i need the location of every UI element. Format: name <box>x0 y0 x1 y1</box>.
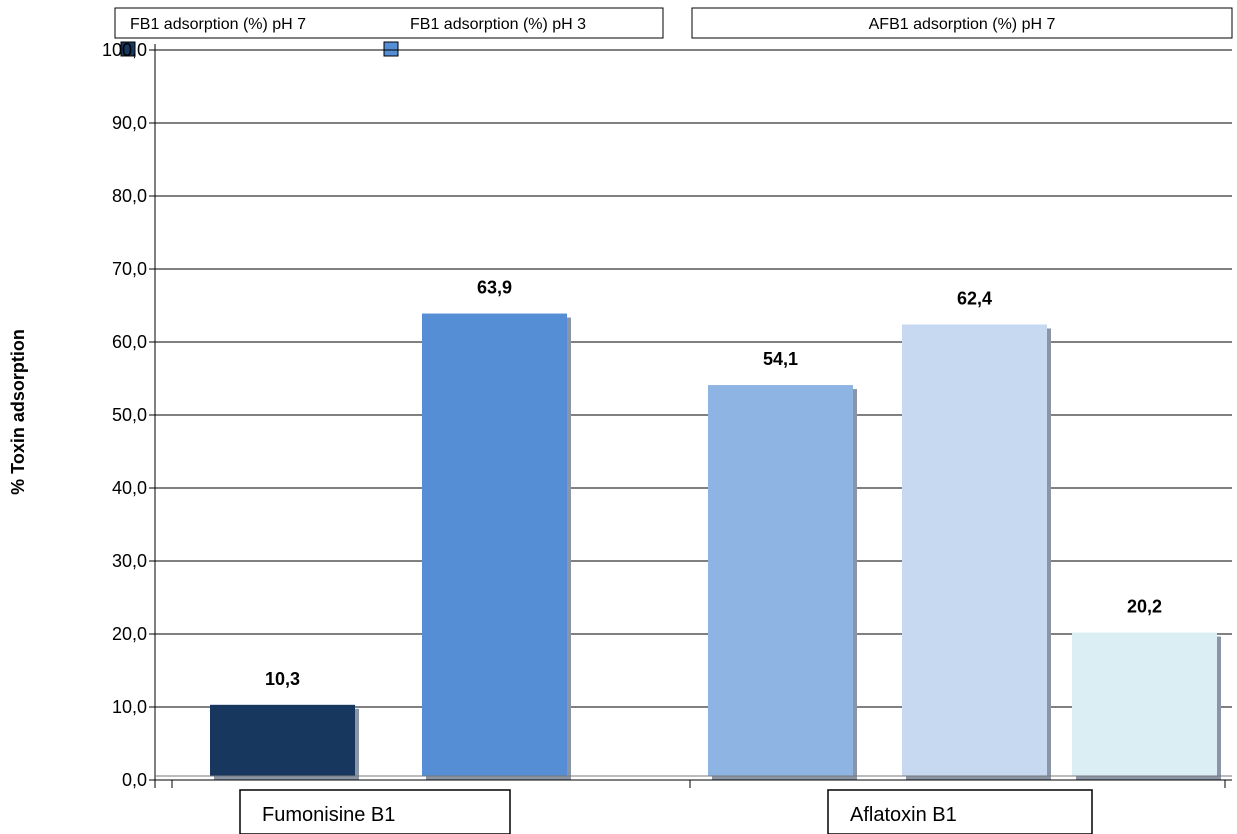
y-tick-label: 60,0 <box>112 332 147 352</box>
bars <box>210 313 1221 780</box>
legend-marker-fb1-ph7 <box>120 41 136 57</box>
y-tick-label: 100,0 <box>102 40 147 60</box>
category-box-aflatoxin <box>827 789 1093 834</box>
bar <box>708 385 853 776</box>
grid-lines <box>149 49 1232 781</box>
y-tick-label: 50,0 <box>112 405 147 425</box>
y-tick-label: 20,0 <box>112 624 147 644</box>
data-label: 54,1 <box>763 349 798 369</box>
bar <box>422 313 567 776</box>
data-label: 20,2 <box>1127 597 1162 617</box>
legend-entry-afb1-ph7: AFB1 adsorption (%) pH 7 <box>869 16 1056 33</box>
y-tick-label: 40,0 <box>112 478 147 498</box>
bar <box>210 704 355 776</box>
bar <box>902 324 1047 776</box>
legend-marker-fb1-ph3 <box>383 41 399 57</box>
y-tick-label: 70,0 <box>112 259 147 279</box>
category-label-aflatoxin: Aflatoxin B1 <box>850 804 957 826</box>
y-tick-labels: 0,0 10,0 20,0 30,0 40,0 50,0 60,0 70,0 80,0 90,0 1… <box>102 40 147 790</box>
data-label: 10,3 <box>265 669 300 689</box>
data-labels: 10,3 63,9 54,1 62,4 20,2 <box>265 278 1162 689</box>
data-label: 63,9 <box>477 278 512 298</box>
category-label-fumonisine: Fumonisine B1 <box>262 804 395 826</box>
y-tick-label: 90,0 <box>112 113 147 133</box>
y-tick-label: 80,0 <box>112 186 147 206</box>
y-tick-label: 0,0 <box>122 770 147 790</box>
y-axis-label: % Toxin adsorption <box>8 329 28 495</box>
data-label: 62,4 <box>957 288 992 308</box>
legend-box-fb1 <box>114 7 664 39</box>
legend-entry-fb1-ph3: FB1 adsorption (%) pH 3 <box>410 16 586 33</box>
legend-box-afb1 <box>691 7 1233 39</box>
axes <box>154 44 1232 788</box>
y-tick-label: 10,0 <box>112 697 147 717</box>
legend-entry-fb1-ph7: FB1 adsorption (%) pH 7 <box>130 16 306 33</box>
category-box-fumonisine <box>239 789 511 834</box>
y-tick-label: 30,0 <box>112 551 147 571</box>
bar <box>1072 632 1217 776</box>
